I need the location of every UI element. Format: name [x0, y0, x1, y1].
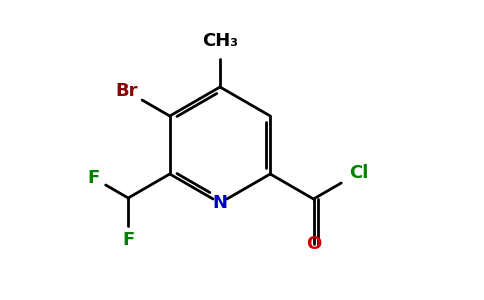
Text: F: F [88, 169, 100, 187]
Text: CH₃: CH₃ [202, 32, 238, 50]
Text: F: F [122, 231, 135, 249]
Text: Br: Br [115, 82, 138, 100]
Text: N: N [212, 194, 227, 212]
Text: Cl: Cl [349, 164, 368, 182]
Text: O: O [306, 235, 321, 253]
